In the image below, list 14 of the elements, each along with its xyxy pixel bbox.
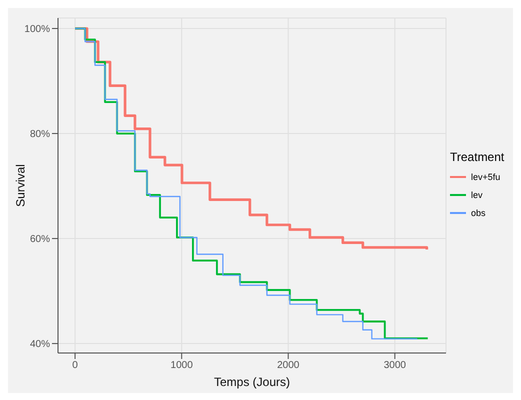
legend-label: obs <box>471 208 486 218</box>
x-tick-label: 3000 <box>384 360 406 372</box>
x-tick-label: 2000 <box>277 360 300 372</box>
y-tick-label: 100% <box>24 24 50 36</box>
legend-label: lev <box>471 190 483 200</box>
x-axis-title: Temps (Jours) <box>214 375 290 389</box>
y-tick-label: 80% <box>30 129 50 140</box>
y-tick-label: 40% <box>30 339 50 350</box>
legend-title: Treatment <box>450 150 504 164</box>
legend-label: lev+5fu <box>471 172 500 182</box>
y-tick-label: 60% <box>30 234 50 246</box>
x-tick-label: 1000 <box>170 360 194 372</box>
x-tick-label: 0 <box>72 360 78 372</box>
y-axis-title: Survival <box>13 164 28 207</box>
